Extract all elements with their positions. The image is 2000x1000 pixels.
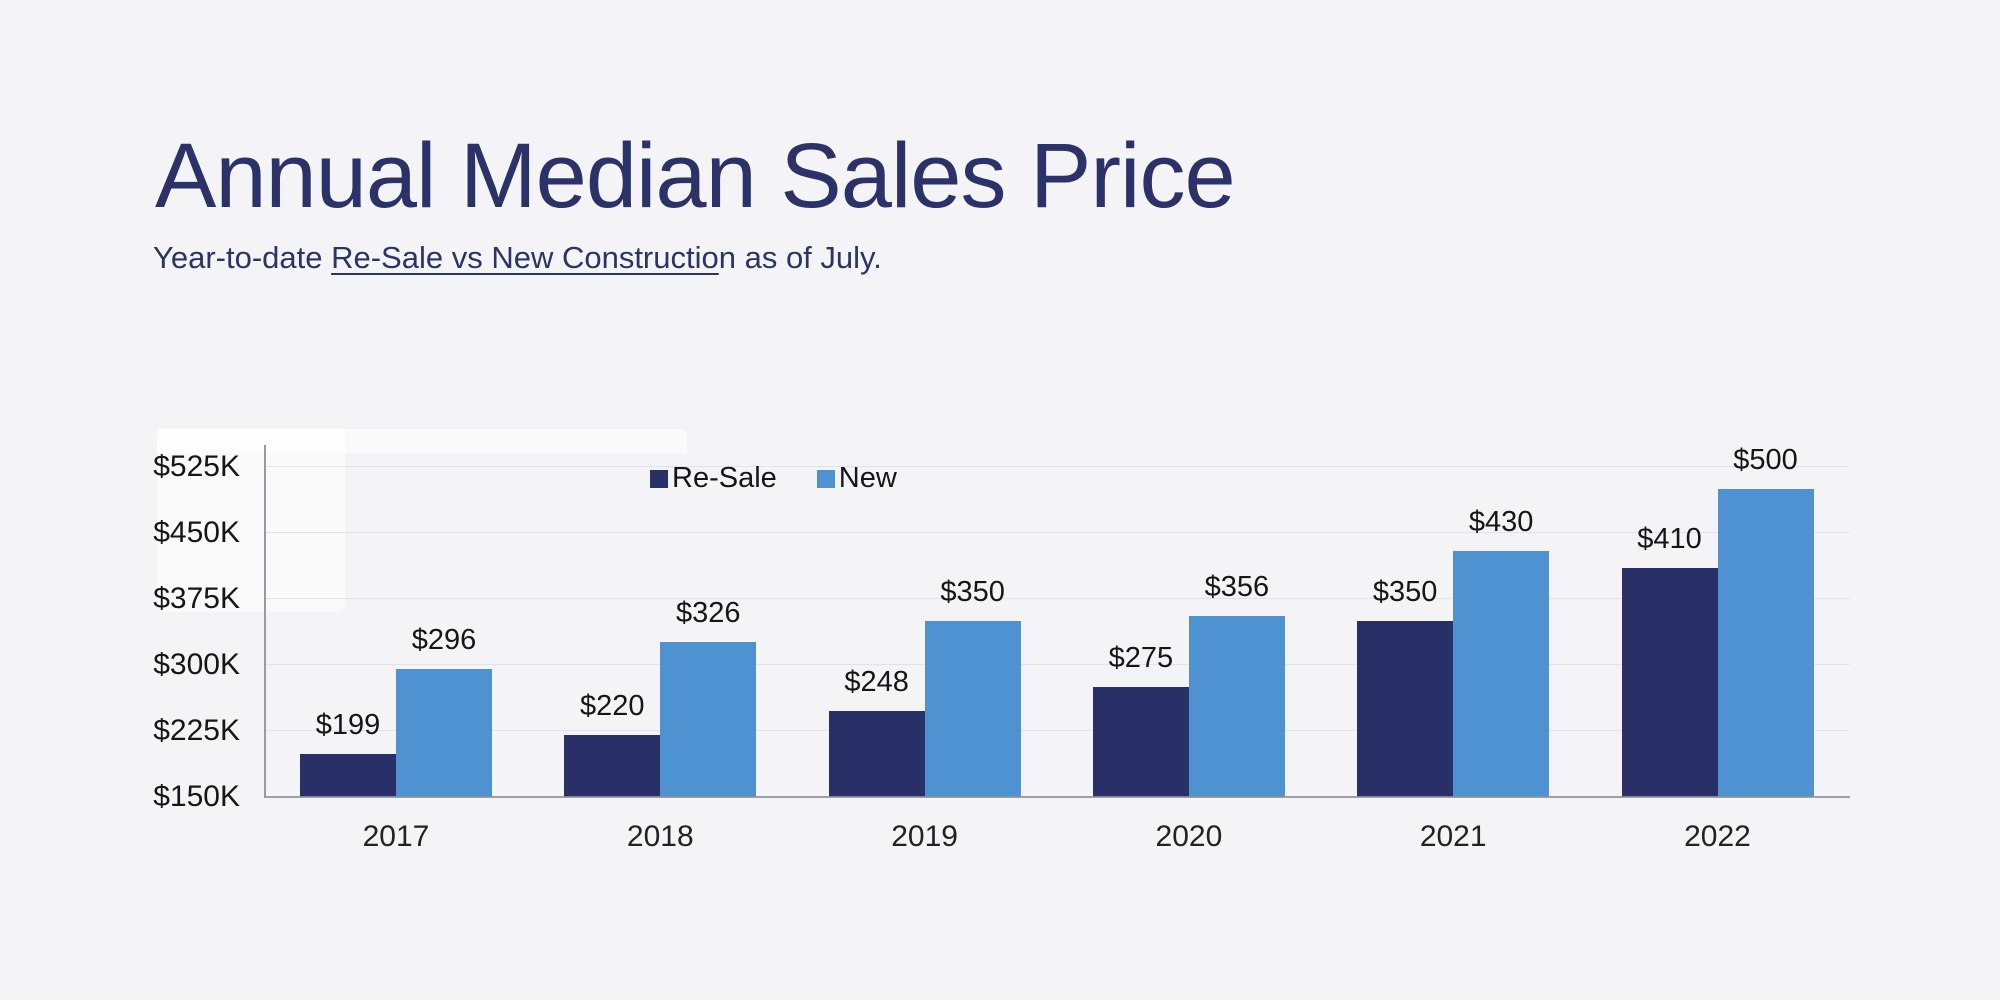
y-tick-label: $375K <box>153 582 240 615</box>
bar-new-2019[interactable] <box>924 621 1021 797</box>
bar-resale-2017[interactable] <box>300 753 396 797</box>
y-tick-label: $525K <box>153 450 240 483</box>
legend-item-resale[interactable]: Re-Sale <box>650 462 777 495</box>
bar-value-label: $350 <box>1372 576 1438 608</box>
x-tick-label-2020: 2020 <box>1155 820 1223 853</box>
bar-resale-2020[interactable] <box>1092 687 1189 797</box>
resale-swatch-icon <box>650 469 668 488</box>
x-axis-line <box>264 796 1850 798</box>
bar-value-label: $199 <box>315 708 381 741</box>
legend: Re-Sale New <box>650 462 897 495</box>
bar-new-2017[interactable] <box>396 668 492 797</box>
gridline-375 <box>264 598 1850 599</box>
bar-value-label: $430 <box>1468 505 1534 538</box>
gridline-225 <box>264 730 1850 731</box>
bar-value-label: $248 <box>844 665 909 698</box>
y-tick-label: $300K <box>153 648 240 681</box>
bar-value-label: $500 <box>1733 444 1798 476</box>
legend-item-new[interactable]: New <box>816 462 897 495</box>
chart-subtitle: Year-to-date Re-Sale vs New Construction… <box>153 240 882 276</box>
bar-new-2022[interactable] <box>1717 489 1814 797</box>
subtitle-underlined-link[interactable]: Re-Sale vs New Constructio <box>331 240 719 275</box>
legend-label-resale: Re-Sale <box>672 462 777 494</box>
x-tick-label-2022: 2022 <box>1684 820 1751 853</box>
new-swatch-icon <box>816 469 835 488</box>
bar-new-2021[interactable] <box>1453 550 1550 797</box>
bar-value-label: $220 <box>580 690 645 723</box>
gridline-300 <box>264 664 1850 665</box>
chart-title: Annual Median Sales Price <box>155 125 1236 227</box>
bar-new-2018[interactable] <box>660 642 757 797</box>
gridline-525 <box>264 466 1850 467</box>
legend-label-new: New <box>838 462 897 494</box>
bar-resale-2021[interactable] <box>1357 621 1454 797</box>
y-tick-label: $150K <box>153 780 240 813</box>
highlight-artifact-block <box>157 428 345 612</box>
bar-resale-2019[interactable] <box>828 710 925 797</box>
y-tick-label: $450K <box>153 516 240 549</box>
bar-value-label: $410 <box>1637 523 1702 556</box>
bar-value-label: $356 <box>1204 570 1270 603</box>
subtitle-prefix: Year-to-date <box>153 240 332 275</box>
x-tick-label-2017: 2017 <box>362 820 430 853</box>
bar-value-label: $350 <box>940 576 1005 608</box>
x-tick-label-2018: 2018 <box>626 820 694 853</box>
bar-resale-2022[interactable] <box>1621 568 1718 797</box>
bar-value-label: $326 <box>676 597 741 630</box>
x-tick-label-2021: 2021 <box>1419 820 1487 853</box>
bar-new-2020[interactable] <box>1188 615 1285 797</box>
plot-area: $199 $296 2017 $220 $326 2018 $248 $350 2019 $275… <box>264 444 1850 853</box>
bar-value-label: $275 <box>1108 642 1174 674</box>
bar-resale-2018[interactable] <box>564 735 661 797</box>
y-tick-label: $225K <box>153 714 240 747</box>
bar-value-label: $296 <box>411 623 477 656</box>
y-axis-line <box>264 445 266 797</box>
subtitle-suffix: n as of July. <box>718 240 882 275</box>
x-tick-label-2019: 2019 <box>891 820 958 853</box>
gridline-450 <box>264 532 1850 533</box>
